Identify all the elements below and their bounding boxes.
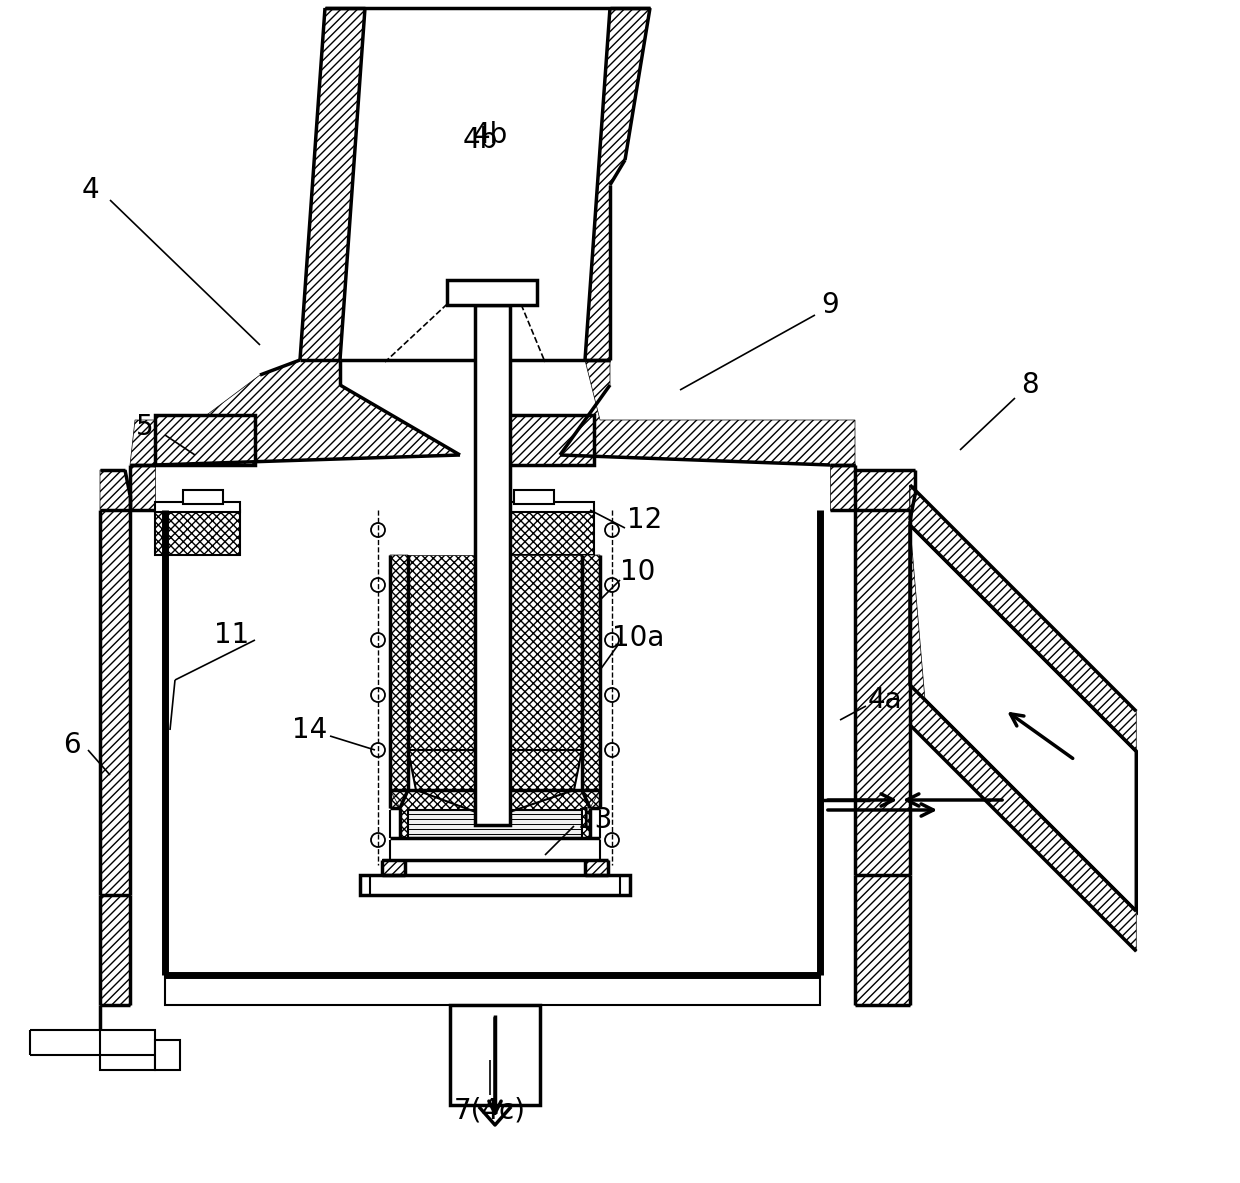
Polygon shape bbox=[408, 810, 582, 838]
Polygon shape bbox=[100, 896, 130, 1006]
Text: 10a: 10a bbox=[611, 623, 665, 652]
Polygon shape bbox=[508, 502, 594, 512]
Polygon shape bbox=[494, 415, 594, 465]
Polygon shape bbox=[100, 1030, 155, 1069]
Text: 4b: 4b bbox=[472, 121, 507, 149]
Polygon shape bbox=[130, 360, 460, 465]
Polygon shape bbox=[910, 485, 1136, 751]
Polygon shape bbox=[508, 510, 594, 555]
Polygon shape bbox=[475, 305, 510, 825]
Text: 11: 11 bbox=[215, 621, 249, 649]
Text: 4: 4 bbox=[81, 176, 99, 203]
Polygon shape bbox=[360, 875, 630, 896]
Polygon shape bbox=[391, 790, 600, 838]
Polygon shape bbox=[446, 280, 537, 305]
Polygon shape bbox=[560, 360, 856, 465]
Polygon shape bbox=[582, 555, 600, 808]
Polygon shape bbox=[382, 860, 405, 875]
Polygon shape bbox=[515, 490, 554, 504]
Polygon shape bbox=[585, 860, 608, 875]
Polygon shape bbox=[910, 485, 925, 705]
Polygon shape bbox=[856, 875, 910, 1006]
Polygon shape bbox=[830, 465, 856, 510]
Polygon shape bbox=[184, 490, 223, 504]
Text: 10: 10 bbox=[620, 558, 656, 586]
Polygon shape bbox=[100, 510, 130, 896]
Polygon shape bbox=[155, 415, 255, 465]
Polygon shape bbox=[155, 510, 241, 555]
Text: 5: 5 bbox=[136, 413, 154, 441]
Text: 6: 6 bbox=[63, 731, 81, 759]
Polygon shape bbox=[408, 555, 582, 750]
Polygon shape bbox=[856, 470, 915, 521]
Polygon shape bbox=[100, 470, 130, 510]
Text: 13: 13 bbox=[578, 806, 613, 834]
Polygon shape bbox=[130, 465, 155, 510]
Polygon shape bbox=[155, 502, 241, 512]
Polygon shape bbox=[910, 525, 1136, 911]
Polygon shape bbox=[856, 510, 910, 875]
Text: 4a: 4a bbox=[868, 686, 903, 715]
Text: 9: 9 bbox=[821, 291, 839, 319]
Text: 14: 14 bbox=[293, 716, 327, 744]
Polygon shape bbox=[910, 685, 1136, 951]
Polygon shape bbox=[391, 555, 408, 808]
Polygon shape bbox=[450, 1006, 539, 1105]
Text: 8: 8 bbox=[1022, 371, 1039, 399]
Text: 12: 12 bbox=[627, 506, 662, 534]
Polygon shape bbox=[165, 975, 820, 1006]
Polygon shape bbox=[300, 8, 365, 360]
Polygon shape bbox=[585, 8, 650, 360]
Polygon shape bbox=[155, 1040, 180, 1069]
Text: 4b: 4b bbox=[463, 127, 497, 154]
Text: 7(4c): 7(4c) bbox=[454, 1095, 526, 1124]
Polygon shape bbox=[408, 750, 582, 817]
